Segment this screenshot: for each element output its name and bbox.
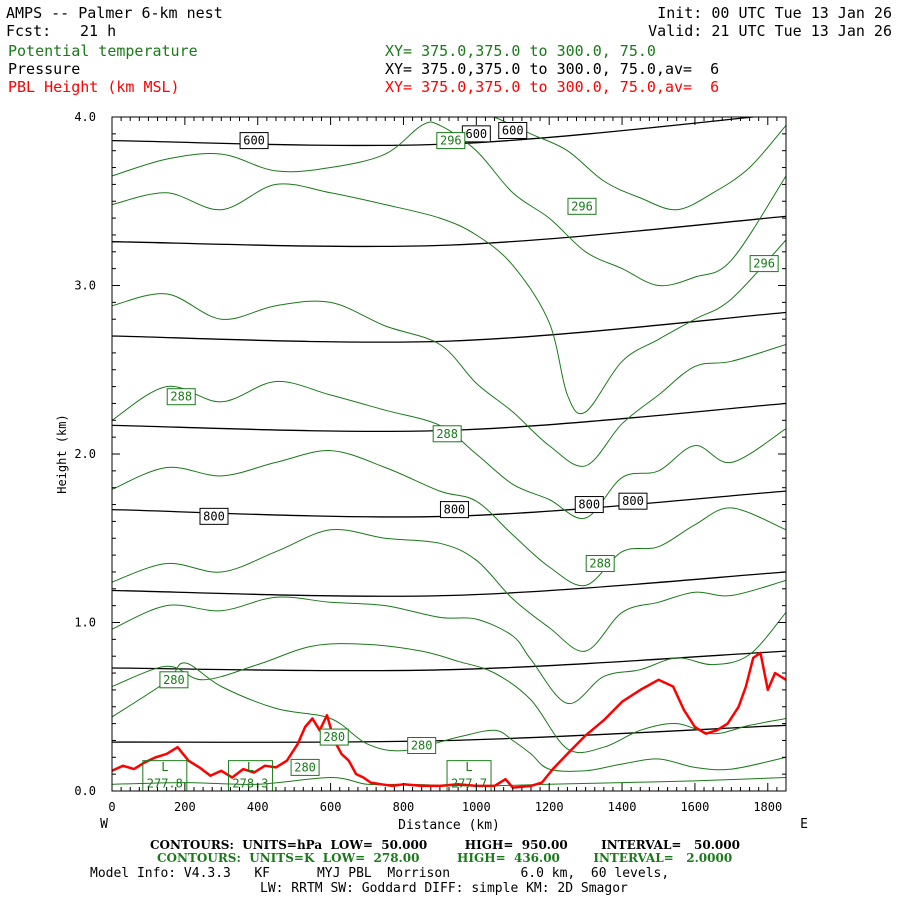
svg-text:280: 280 <box>163 673 185 687</box>
x-tick-label-0: 0 <box>108 800 115 814</box>
theta-line-4 <box>112 528 786 652</box>
valid-time: Valid: 21 UTC Tue 13 Jan 26 <box>648 22 892 40</box>
pressure-label-2: 600 <box>498 121 528 139</box>
theta-line-10 <box>494 117 786 211</box>
y-axis-title: Height (km) <box>55 414 69 493</box>
svg-text:288: 288 <box>589 557 611 571</box>
x-tick-label-1: 200 <box>174 800 196 814</box>
pressure-label-6: 800 <box>618 492 648 510</box>
y-tick-label-1: 1.0 <box>74 616 96 630</box>
svg-text:277.7: 277.7 <box>451 777 487 791</box>
svg-text:600: 600 <box>243 134 265 148</box>
init-time: Init: 00 UTC Tue 13 Jan 26 <box>657 4 892 22</box>
x-tick-label-2: 400 <box>247 800 269 814</box>
y-tick-label-2: 2.0 <box>74 447 96 461</box>
xy-theta: XY= 375.0,375.0 to 300.0, 75.0 <box>385 42 656 60</box>
svg-text:296: 296 <box>753 257 775 271</box>
svg-text:800: 800 <box>203 509 225 523</box>
x-axis-title: Distance (km) <box>398 818 500 833</box>
pressure-label-5: 800 <box>574 496 604 514</box>
theta-label-1: 296 <box>567 197 597 215</box>
theta-label-7: 280 <box>407 737 437 755</box>
pressure-label-1: 600 <box>461 125 491 143</box>
pressure-label-0: 600 <box>239 132 269 150</box>
theta-line-9 <box>112 121 786 287</box>
fcst-label: Fcst: <box>6 22 52 40</box>
x-tick-label-3: 600 <box>320 800 342 814</box>
theta-label-3: 288 <box>166 388 196 406</box>
svg-text:288: 288 <box>436 427 458 441</box>
theta-label-9: 280 <box>290 758 320 776</box>
x-tick-label-6: 1200 <box>535 800 564 814</box>
theta-label-6: 280 <box>159 671 189 689</box>
title: AMPS -- Palmer 6-km nest <box>6 4 223 22</box>
x-tick-label-5: 1000 <box>462 800 491 814</box>
x-tick-label-8: 1600 <box>680 800 709 814</box>
xy-pbl: XY= 375.0,375.0 to 300.0, 75.0,av= 6 <box>385 78 720 96</box>
pbl-height-line <box>112 651 786 789</box>
pressure-line-6 <box>112 215 786 248</box>
svg-text:296: 296 <box>440 134 462 148</box>
theta-line-6 <box>112 380 786 519</box>
svg-text:800: 800 <box>578 498 600 512</box>
x-tick-label-7: 1400 <box>608 800 637 814</box>
svg-text:600: 600 <box>465 127 487 141</box>
svg-text:L: L <box>161 760 168 774</box>
svg-text:278.3: 278.3 <box>232 777 268 791</box>
field-theta: Potential temperature <box>8 42 198 60</box>
theta-label-8: 280 <box>319 728 349 746</box>
svg-text:800: 800 <box>444 503 466 517</box>
footer-contours-theta: CONTOURS: UNITS=K LOW= 278.00 HIGH= 436.… <box>157 851 733 865</box>
footer-contours-pressure: CONTOURS: UNITS=hPa LOW= 50.000 HIGH= 95… <box>150 838 740 852</box>
pressure-label-3: 800 <box>199 507 229 525</box>
pressure-line-2 <box>112 571 786 597</box>
theta-line-7 <box>112 293 786 467</box>
plot-frame <box>111 116 787 792</box>
svg-text:800: 800 <box>622 494 644 508</box>
theta-line-3 <box>112 596 786 704</box>
theta-line-1 <box>112 662 786 772</box>
low-marker-0: L 277.8 <box>142 760 188 792</box>
field-pressure: Pressure <box>8 60 81 78</box>
pressure-label-4: 800 <box>439 501 469 519</box>
theta-label-4: 288 <box>432 425 462 443</box>
low-marker-2: L 277.7 <box>446 760 492 792</box>
svg-text:280: 280 <box>294 760 316 774</box>
pressure-line-5 <box>112 311 786 343</box>
footer-model-info: Model Info: V4.3.3 KF MYJ PBL Morrison 6… <box>90 866 670 881</box>
svg-text:277.8: 277.8 <box>147 777 183 791</box>
theta-label-0: 296 <box>436 132 466 150</box>
y-tick-label-3: 3.0 <box>74 279 96 293</box>
fcst-value: 21 h <box>80 22 117 40</box>
svg-text:280: 280 <box>411 739 433 753</box>
svg-text:L: L <box>247 760 254 774</box>
svg-text:296: 296 <box>571 199 593 213</box>
theta-label-5: 288 <box>585 555 615 573</box>
svg-text:L: L <box>465 760 472 774</box>
svg-text:288: 288 <box>170 390 192 404</box>
svg-text:280: 280 <box>323 730 345 744</box>
y-tick-label-0: 0.0 <box>74 784 96 798</box>
west-label: W <box>100 817 108 832</box>
theta-line-5 <box>112 450 786 587</box>
east-label: E <box>800 817 808 832</box>
theta-label-2: 296 <box>749 255 779 273</box>
x-tick-label-9: 1800 <box>753 800 782 814</box>
field-pbl: PBL Height (km MSL) <box>8 78 180 96</box>
xy-pressure: XY= 375.0,375.0 to 300.0, 75.0,av= 6 <box>385 60 720 78</box>
svg-text:600: 600 <box>502 123 524 137</box>
x-tick-label-4: 800 <box>393 800 415 814</box>
theta-line-2 <box>112 643 786 754</box>
y-tick-label-4: 4.0 <box>74 110 96 124</box>
pressure-line-0 <box>112 724 786 743</box>
pressure-line-1 <box>112 650 786 672</box>
theta-line-8 <box>112 183 786 415</box>
footer-physics: LW: RRTM SW: Goddard DIFF: simple KM: 2D… <box>260 881 628 896</box>
